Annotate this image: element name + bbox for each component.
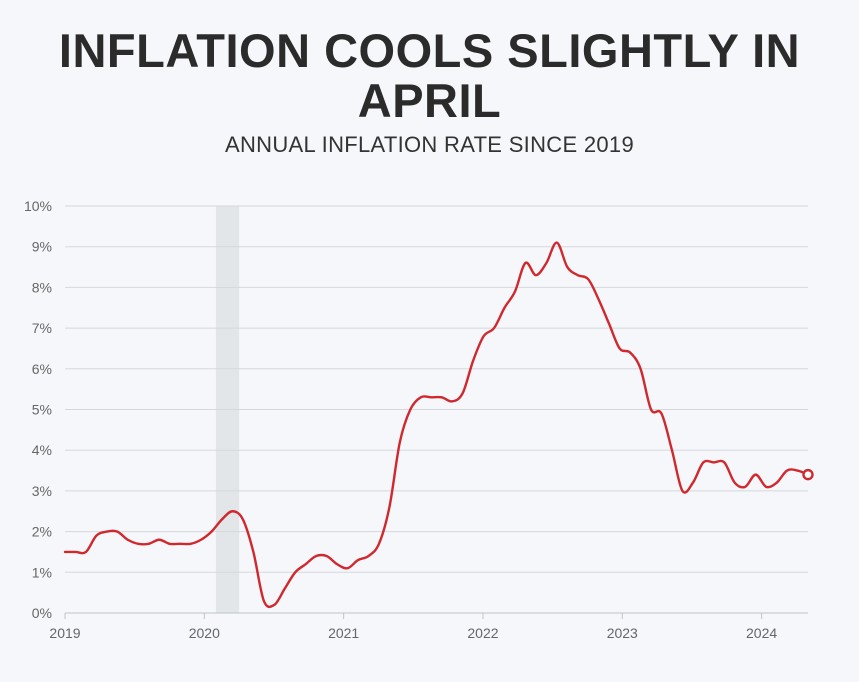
y-tick-label: 3% (32, 483, 52, 499)
y-tick-label: 2% (32, 524, 52, 540)
y-tick-label: 5% (32, 402, 52, 418)
y-tick-label: 6% (32, 361, 52, 377)
y-tick-label: 0% (32, 605, 52, 621)
y-tick-label: 8% (32, 279, 52, 295)
x-tick-label: 2023 (607, 625, 638, 641)
x-tick-label: 2020 (189, 625, 220, 641)
chart-title: INFLATION COOLS SLIGHTLY IN APRIL (58, 24, 801, 127)
x-tick-label: 2024 (746, 625, 777, 641)
gridlines (65, 205, 808, 614)
latest-value-marker (802, 468, 814, 481)
y-tick-label: 10% (24, 198, 52, 214)
series-layer (63, 241, 814, 609)
x-tick-label: 2021 (328, 625, 359, 641)
x-tick-label: 2022 (467, 625, 498, 641)
y-tick-label: 4% (32, 442, 52, 458)
y-axis-ticks: 0% 1% 2% 3% 4% 5% 6% 7% 8% 9% 10% (24, 198, 52, 621)
y-tick-label: 1% (32, 564, 52, 580)
chart-subtitle: ANNUAL INFLATION RATE SINCE 2019 (225, 132, 634, 157)
y-tick-label: 9% (32, 239, 52, 255)
x-axis-ticks: 2019 2020 2021 2022 2023 2024 (49, 613, 777, 641)
y-tick-label: 7% (32, 320, 52, 336)
series-line (63, 241, 810, 609)
x-tick-label: 2019 (49, 625, 80, 641)
